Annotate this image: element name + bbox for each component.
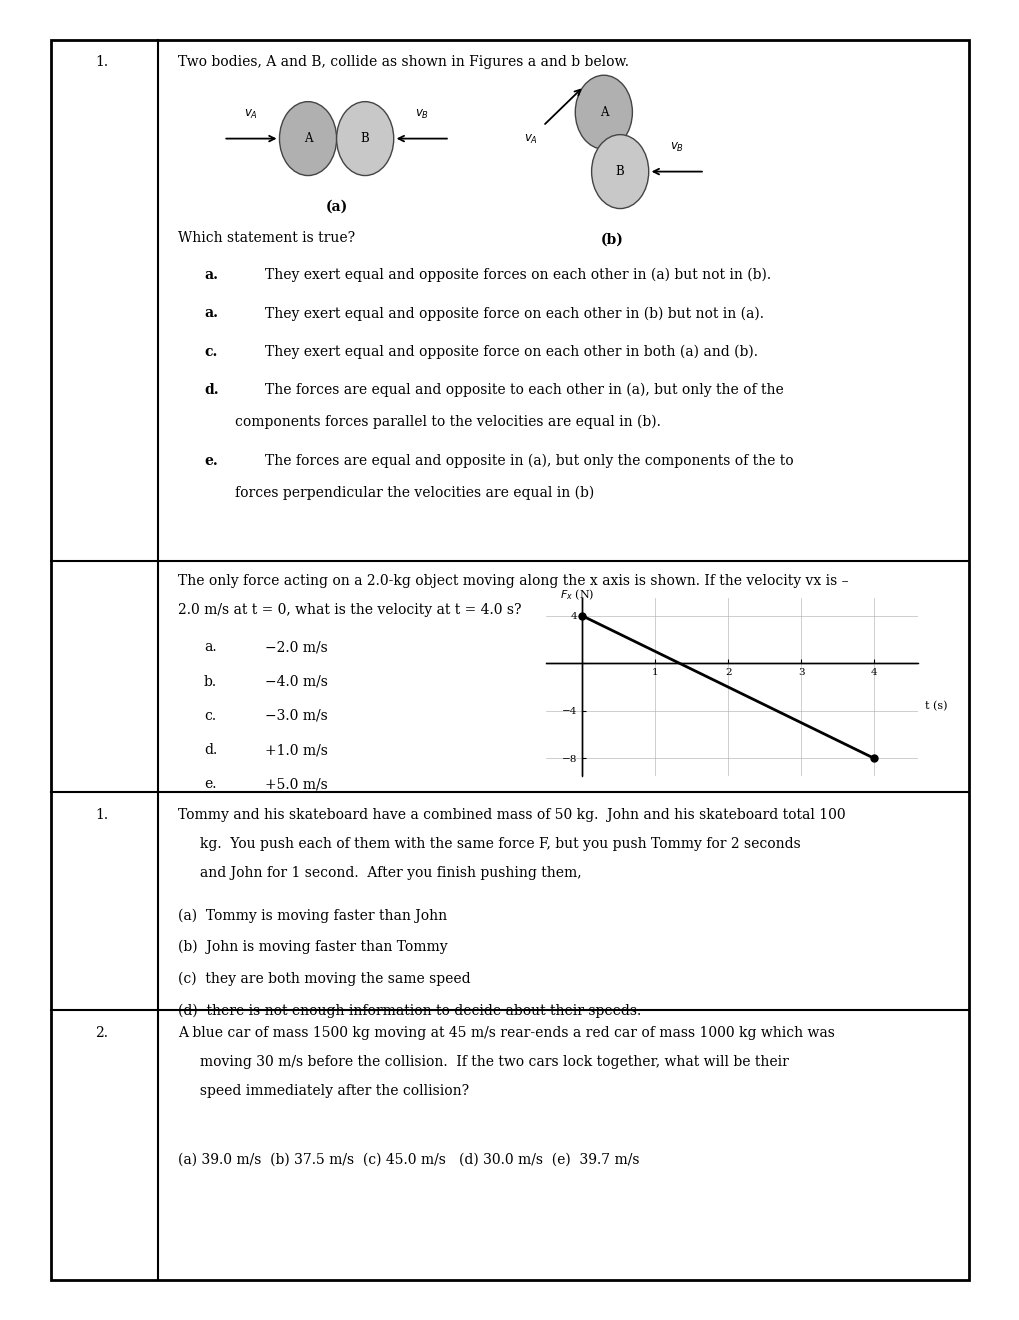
Text: d.: d. (204, 383, 218, 397)
Text: (a) 39.0 m/s  (b) 37.5 m/s  (c) 45.0 m/s   (d) 30.0 m/s  (e)  39.7 m/s: (a) 39.0 m/s (b) 37.5 m/s (c) 45.0 m/s (… (178, 1152, 639, 1167)
Text: forces perpendicular the velocities are equal in (b): forces perpendicular the velocities are … (234, 486, 593, 500)
Text: A: A (599, 106, 607, 119)
Text: They exert equal and opposite force on each other in (b) but not in (a).: They exert equal and opposite force on e… (265, 306, 763, 321)
Text: −3.0 m/s: −3.0 m/s (265, 709, 328, 723)
Circle shape (591, 135, 648, 209)
Circle shape (279, 102, 336, 176)
Text: e.: e. (204, 454, 217, 469)
Text: a.: a. (204, 268, 218, 282)
Text: A blue car of mass 1500 kg moving at 45 m/s rear-ends a red car of mass 1000 kg : A blue car of mass 1500 kg moving at 45 … (178, 1026, 835, 1040)
Text: speed immediately after the collision?: speed immediately after the collision? (178, 1084, 469, 1098)
Text: (b): (b) (600, 232, 623, 247)
Text: $v_A$: $v_A$ (524, 132, 537, 145)
Text: c.: c. (204, 345, 217, 359)
Text: −2.0 m/s: −2.0 m/s (265, 640, 328, 655)
Circle shape (336, 102, 393, 176)
Text: The only force acting on a 2.0-kg object moving along the x axis is shown. If th: The only force acting on a 2.0-kg object… (178, 574, 848, 589)
Text: B: B (361, 132, 369, 145)
Text: (c)  they are both moving the same speed: (c) they are both moving the same speed (178, 972, 471, 986)
Text: They exert equal and opposite forces on each other in (a) but not in (b).: They exert equal and opposite forces on … (265, 268, 770, 282)
Text: a.: a. (204, 640, 216, 655)
Text: The forces are equal and opposite to each other in (a), but only the of the: The forces are equal and opposite to eac… (265, 383, 784, 397)
Text: Which statement is true?: Which statement is true? (178, 231, 356, 246)
Text: (d)  there is not enough information to decide about their speeds.: (d) there is not enough information to d… (178, 1003, 641, 1018)
Text: kg.  You push each of them with the same force F, but you push Tommy for 2 secon: kg. You push each of them with the same … (178, 837, 801, 851)
Text: +5.0 m/s: +5.0 m/s (265, 777, 328, 792)
Text: b.: b. (204, 675, 217, 689)
Text: components forces parallel to the velocities are equal in (b).: components forces parallel to the veloci… (234, 414, 660, 429)
Text: c.: c. (204, 709, 216, 723)
Text: $v_B$: $v_B$ (669, 141, 683, 154)
Text: a.: a. (204, 306, 218, 321)
Text: (a)  Tommy is moving faster than John: (a) Tommy is moving faster than John (178, 908, 447, 923)
Text: $v_A$: $v_A$ (245, 108, 258, 121)
Text: They exert equal and opposite force on each other in both (a) and (b).: They exert equal and opposite force on e… (265, 345, 757, 359)
Text: A: A (304, 132, 312, 145)
Text: d.: d. (204, 743, 217, 758)
Circle shape (575, 75, 632, 149)
Text: 1.: 1. (96, 55, 108, 70)
Bar (51, 40, 968, 1280)
Text: −4.0 m/s: −4.0 m/s (265, 675, 328, 689)
Text: 2.0 m/s at t = 0, what is the velocity at t = 4.0 s?: 2.0 m/s at t = 0, what is the velocity a… (178, 603, 522, 618)
Text: 1.: 1. (96, 808, 108, 822)
Text: $v_B$: $v_B$ (415, 108, 428, 121)
Text: +1.0 m/s: +1.0 m/s (265, 743, 328, 758)
Text: and John for 1 second.  After you finish pushing them,: and John for 1 second. After you finish … (178, 866, 582, 880)
Text: (a): (a) (325, 199, 347, 214)
Text: moving 30 m/s before the collision.  If the two cars lock together, what will be: moving 30 m/s before the collision. If t… (178, 1055, 789, 1069)
Text: e.: e. (204, 777, 216, 792)
Text: The forces are equal and opposite in (a), but only the components of the to: The forces are equal and opposite in (a)… (265, 454, 793, 469)
Text: B: B (615, 165, 624, 178)
Text: (b)  John is moving faster than Tommy: (b) John is moving faster than Tommy (178, 940, 447, 954)
Text: $F_x$ (N): $F_x$ (N) (559, 587, 594, 602)
X-axis label: t (s): t (s) (924, 701, 947, 711)
Text: Tommy and his skateboard have a combined mass of 50 kg.  John and his skateboard: Tommy and his skateboard have a combined… (178, 808, 846, 822)
Text: Two bodies, A and B, collide as shown in Figures a and b below.: Two bodies, A and B, collide as shown in… (178, 55, 629, 70)
Text: 2.: 2. (96, 1026, 108, 1040)
